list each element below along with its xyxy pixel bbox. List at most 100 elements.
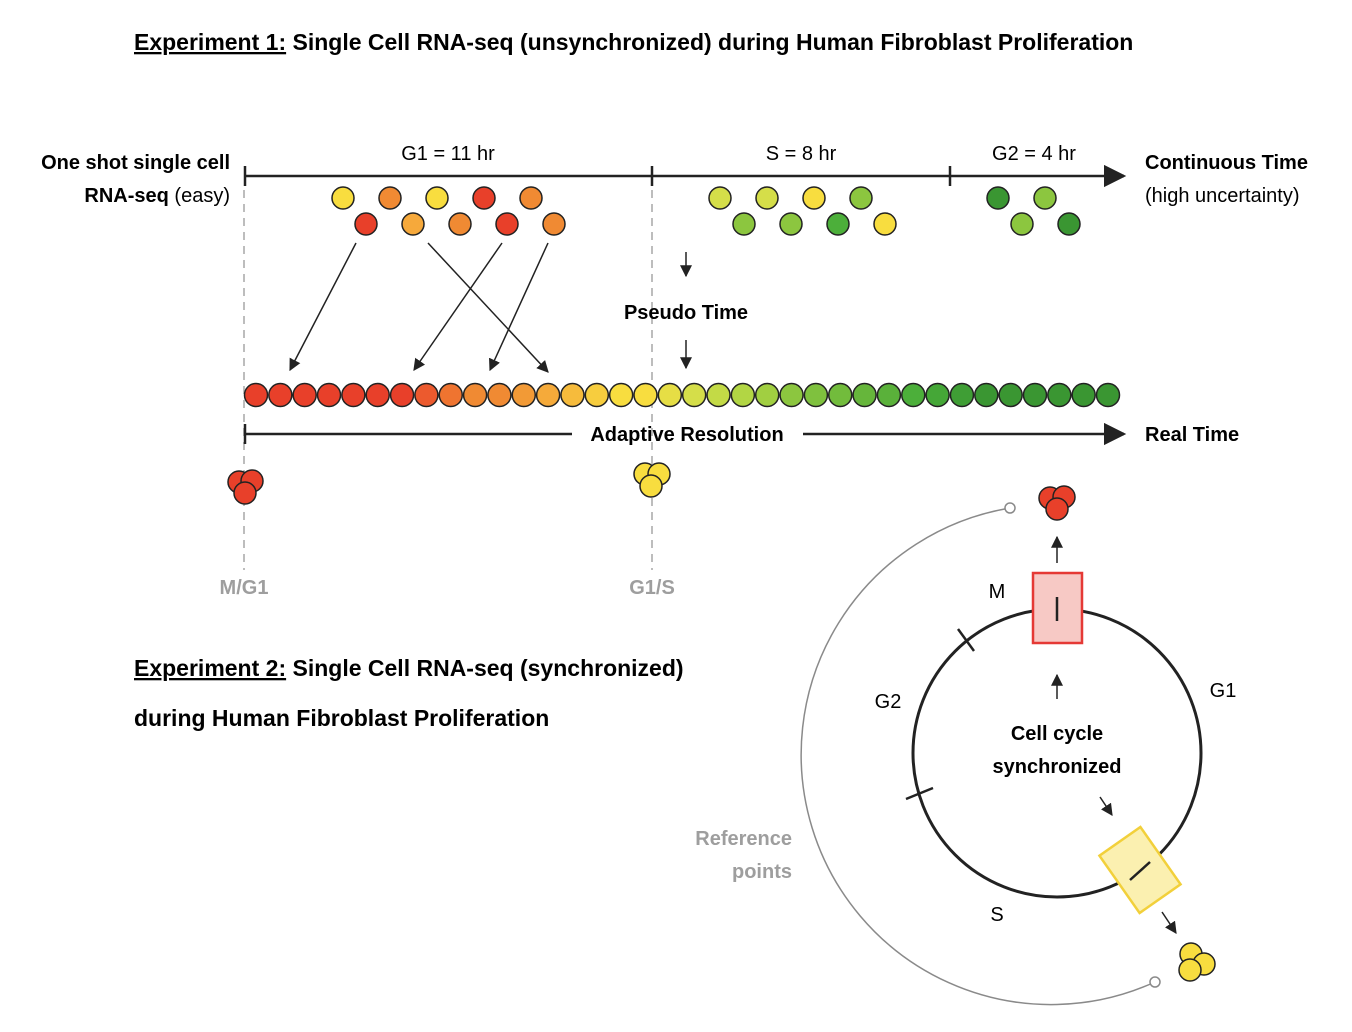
pseudotime-cell-36 bbox=[1095, 382, 1121, 408]
mapping-arrow-3 bbox=[413, 242, 503, 371]
scatter-cell-s-bottom-1 bbox=[732, 212, 756, 236]
phase-s-cycle-label: S bbox=[990, 904, 1003, 926]
pseudotime-cell-10 bbox=[462, 382, 488, 408]
scatter-cell-s-top-4 bbox=[849, 186, 873, 210]
marker-g1s-label: G1/S bbox=[629, 577, 675, 599]
pseudotime-cell-21 bbox=[730, 382, 756, 408]
scatter-cell-g1-top-3 bbox=[425, 186, 449, 210]
pseudotime-cell-7 bbox=[389, 382, 415, 408]
pseudotime-cell-35 bbox=[1071, 382, 1096, 408]
continuous-time-note: (high uncertainty) bbox=[1145, 185, 1300, 207]
experiment2-title-line2: during Human Fibroblast Proliferation bbox=[134, 705, 549, 731]
scatter-cell-g1-top-5 bbox=[519, 186, 543, 210]
marker-mg1-label: M/G1 bbox=[220, 577, 269, 599]
g1s-cell-cluster bbox=[633, 462, 671, 498]
scatter-cell-g1-bottom-1 bbox=[354, 212, 378, 236]
pseudo-time-label: Pseudo Time bbox=[624, 302, 748, 324]
pseudotime-cell-31 bbox=[974, 382, 999, 408]
scatter-cell-g2-top-2 bbox=[1033, 186, 1057, 210]
scatter-cell-s-top-1 bbox=[708, 186, 732, 210]
reference-point-bottom bbox=[1149, 976, 1161, 988]
pseudotime-cell-29 bbox=[925, 382, 950, 408]
pseudotime-cell-3 bbox=[292, 382, 317, 408]
experiment1-title: Experiment 1: Single Cell RNA-seq (unsyn… bbox=[134, 29, 1133, 55]
pseudotime-cell-20 bbox=[706, 382, 731, 408]
pseudotime-cell-11 bbox=[487, 382, 512, 408]
scatter-cell-g1-bottom-5 bbox=[542, 212, 566, 236]
scatter-cell-g2-top-1 bbox=[986, 186, 1010, 210]
pseudotime-cell-2 bbox=[268, 382, 293, 408]
pseudotime-cell-24 bbox=[803, 382, 829, 408]
cell-cycle-center-line2: synchronized bbox=[993, 756, 1122, 778]
phase-s-label: S = 8 hr bbox=[766, 143, 837, 165]
reference-point-top bbox=[1004, 502, 1016, 514]
mapping-arrow-1 bbox=[289, 242, 357, 372]
arrow-to-s-box bbox=[1099, 796, 1113, 816]
rna-seq-easy: (easy) bbox=[169, 185, 230, 207]
tick-s bbox=[1129, 861, 1151, 881]
mapping-arrow-2 bbox=[427, 242, 549, 373]
pseudotime-cell-27 bbox=[876, 382, 902, 408]
scatter-cell-g1-bottom-2 bbox=[401, 212, 425, 236]
phase-g1-label: G1 = 11 hr bbox=[401, 143, 495, 165]
pseudotime-cell-5 bbox=[341, 382, 366, 408]
pseudotime-cell-25 bbox=[827, 382, 853, 408]
pseudotime-cell-33 bbox=[1022, 382, 1048, 408]
yellow-cell-cluster bbox=[1178, 942, 1216, 982]
scatter-cell-g1-top-4 bbox=[472, 186, 496, 210]
pseudotime-cell-12 bbox=[511, 382, 537, 408]
pseudotime-cell-23 bbox=[779, 382, 804, 408]
experiment1-title-prefix: Experiment 1: bbox=[134, 29, 286, 55]
pseudotime-cell-15 bbox=[584, 382, 610, 408]
scatter-cell-g2-bottom-1 bbox=[1010, 212, 1034, 236]
pseudotime-cell-13 bbox=[535, 382, 561, 408]
continuous-time-label: Continuous Time bbox=[1145, 152, 1308, 174]
red-cell-cluster bbox=[1038, 485, 1076, 521]
pseudotime-cell-4 bbox=[316, 382, 342, 408]
scatter-cell-g1-bottom-3 bbox=[448, 212, 472, 236]
scatter-cell-s-bottom-4 bbox=[873, 212, 897, 236]
one-shot-label: One shot single cell bbox=[41, 152, 230, 174]
pseudotime-cell-17 bbox=[633, 382, 658, 408]
pseudotime-cell-19 bbox=[681, 382, 707, 408]
scatter-cell-g1-bottom-4 bbox=[495, 212, 519, 236]
pseudotime-cell-row bbox=[243, 382, 1121, 408]
pseudotime-cell-28 bbox=[901, 382, 926, 408]
experiment2-title-line1: Experiment 2: Single Cell RNA-seq (synch… bbox=[134, 655, 684, 681]
arrow-to-yellow-cluster bbox=[1161, 911, 1177, 934]
experiment1-title-rest: Single Cell RNA-seq (unsynchronized) dur… bbox=[286, 29, 1133, 55]
adaptive-resolution-label: Adaptive Resolution bbox=[590, 424, 783, 446]
scatter-cell-g2-bottom-2 bbox=[1057, 212, 1081, 236]
reference-points-line1: Reference bbox=[695, 828, 792, 850]
scatter-cell-s-top-2 bbox=[755, 186, 779, 210]
scatter-cell-s-top-3 bbox=[802, 186, 826, 210]
pseudotime-cell-32 bbox=[998, 382, 1023, 408]
pseudotime-cell-18 bbox=[657, 382, 683, 408]
phase-g2-label: G2 = 4 hr bbox=[992, 143, 1076, 165]
pseudotime-cell-8 bbox=[414, 382, 439, 408]
pseudotime-cell-6 bbox=[365, 382, 390, 408]
experiment2-title-prefix: Experiment 2: bbox=[134, 655, 286, 681]
rna-seq-label: RNA-seq (easy) bbox=[84, 185, 230, 207]
cell-cycle-center-line1: Cell cycle bbox=[1011, 723, 1103, 745]
pseudotime-cell-16 bbox=[608, 382, 634, 408]
reference-arc bbox=[800, 507, 1156, 1006]
mapping-arrow-4 bbox=[489, 242, 549, 372]
rna-seq-bold: RNA-seq bbox=[84, 185, 168, 207]
scatter-cell-s-bottom-3 bbox=[826, 212, 850, 236]
reference-points-line2: points bbox=[732, 861, 792, 883]
pseudotime-cell-34 bbox=[1047, 382, 1072, 408]
pseudotime-cell-9 bbox=[438, 382, 463, 408]
pseudotime-cell-22 bbox=[754, 382, 780, 408]
pseudotime-cell-26 bbox=[852, 382, 877, 408]
scatter-cell-s-bottom-2 bbox=[779, 212, 803, 236]
mg1-cell-cluster bbox=[227, 469, 264, 505]
phase-g2-cycle-label: G2 bbox=[875, 691, 902, 713]
tick-m-g2 bbox=[956, 628, 976, 652]
pseudotime-cell-1 bbox=[243, 382, 269, 408]
mapping-arrows bbox=[289, 242, 549, 373]
scattered-cells bbox=[331, 186, 1081, 236]
experiment2-title-rest: Single Cell RNA-seq (synchronized) bbox=[286, 655, 683, 681]
